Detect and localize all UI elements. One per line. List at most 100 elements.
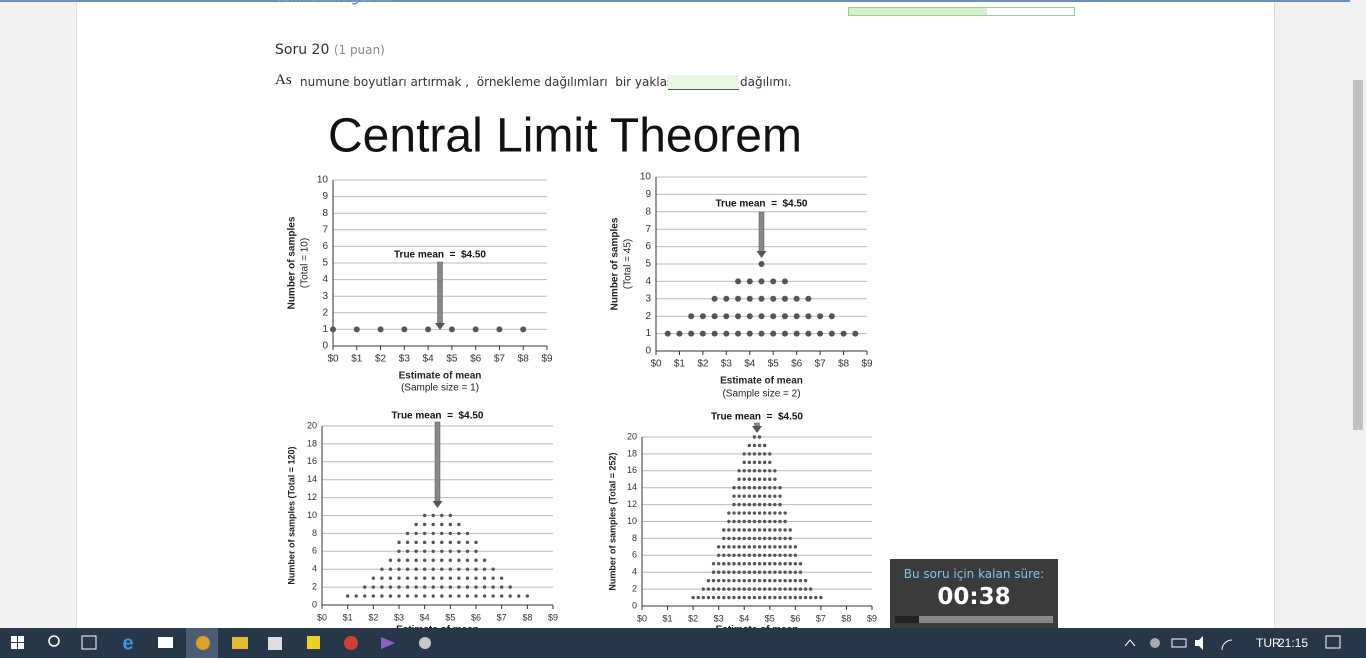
dot: [716, 570, 721, 574]
dot: [737, 595, 741, 600]
x-axis-label: Estimate of mean: [396, 625, 479, 628]
x-tick-label: $9: [867, 613, 877, 623]
dot: [431, 522, 435, 527]
dot: [448, 540, 453, 545]
dot: [747, 536, 752, 541]
y-axis-label: Number of samples (Total = 252): [607, 452, 617, 590]
timer-time: 00:38: [937, 584, 1011, 610]
x-tick-label: $2: [375, 354, 387, 365]
dot: [762, 511, 767, 515]
dot: [798, 570, 803, 574]
answer-blank[interactable]: [668, 75, 739, 90]
dot: [778, 519, 782, 524]
store-icon[interactable]: [268, 637, 282, 650]
dot: [752, 486, 757, 490]
wifi-icon[interactable]: [1221, 639, 1233, 651]
edge-icon[interactable]: e: [122, 632, 133, 654]
y-tick-label: 0: [632, 600, 637, 610]
volume-icon[interactable]: [1195, 636, 1203, 650]
dot: [783, 545, 787, 549]
dot: [711, 570, 716, 574]
x-tick-label: $5: [768, 359, 780, 370]
dot: [722, 545, 726, 549]
dot: [742, 502, 746, 507]
dot: [747, 477, 752, 481]
dot: [762, 587, 767, 591]
battery-icon[interactable]: [1171, 638, 1187, 648]
dot: [465, 549, 470, 553]
app-icon[interactable]: [419, 637, 431, 649]
dot: [699, 313, 706, 320]
dot: [768, 595, 772, 600]
mail-icon[interactable]: [158, 637, 173, 648]
x-tick-label: $0: [637, 613, 647, 623]
dot: [757, 545, 762, 549]
x-tick-label: $9: [548, 612, 558, 622]
x-tick-label: $1: [351, 354, 363, 365]
clock[interactable]: 21:15: [1278, 636, 1308, 650]
dot: [788, 587, 792, 591]
dot: [727, 587, 731, 591]
dot: [711, 295, 718, 302]
dot: [499, 585, 504, 589]
dot: [770, 330, 777, 337]
dot: [758, 330, 765, 337]
y-tick-label: 2: [645, 311, 651, 322]
dot: [793, 545, 798, 549]
y-tick-label: 20: [627, 431, 637, 441]
dot: [742, 528, 746, 532]
dot: [762, 460, 767, 465]
dot: [768, 545, 772, 549]
dot: [778, 562, 782, 566]
vs-icon[interactable]: [381, 637, 395, 649]
dot: [758, 313, 765, 320]
dot: [852, 330, 859, 337]
dot: [474, 540, 478, 545]
scrollbar[interactable]: [1350, 0, 1366, 628]
dot: [722, 536, 726, 541]
dot: [788, 570, 792, 574]
explorer-icon[interactable]: [232, 637, 248, 649]
dot: [737, 562, 741, 566]
dot: [465, 558, 470, 562]
start-button[interactable]: [11, 636, 24, 649]
dot: [405, 558, 410, 562]
dot: [405, 531, 410, 536]
dot: [742, 486, 746, 490]
y-tick-label: 14: [627, 482, 637, 492]
language[interactable]: TUR: [1256, 636, 1281, 650]
scroll-thumb[interactable]: [1353, 80, 1363, 430]
chrome-icon[interactable]: [196, 636, 210, 650]
notifications-icon[interactable]: [1325, 635, 1341, 649]
dot: [491, 576, 495, 580]
dot: [722, 587, 726, 591]
dot: [431, 576, 435, 580]
dot: [762, 545, 767, 549]
dot: [742, 562, 746, 566]
search-icon[interactable]: [48, 635, 60, 647]
dot: [752, 435, 757, 439]
dot: [793, 330, 800, 337]
dot: [723, 313, 730, 320]
dot: [747, 587, 752, 591]
dot: [762, 578, 767, 583]
tray-arrow[interactable]: [1124, 639, 1136, 647]
dot: [735, 295, 742, 302]
dot: [371, 594, 376, 598]
tray-icon[interactable]: [1150, 638, 1160, 648]
question-points: (1 puan): [333, 43, 385, 57]
dot: [696, 595, 700, 600]
task-view-icon[interactable]: [81, 635, 97, 650]
dot: [735, 313, 742, 320]
dot: [425, 326, 432, 333]
dot: [457, 540, 461, 545]
x-tick-label: $3: [399, 354, 411, 365]
chrome-icon-2[interactable]: [344, 636, 358, 650]
dot: [781, 295, 788, 302]
dot: [448, 513, 453, 518]
dot: [768, 587, 772, 591]
instructions-link[interactable]: Talimatları göster: [275, 0, 395, 5]
notes-icon[interactable]: [307, 636, 320, 649]
x-tick-label: $9: [541, 354, 553, 365]
